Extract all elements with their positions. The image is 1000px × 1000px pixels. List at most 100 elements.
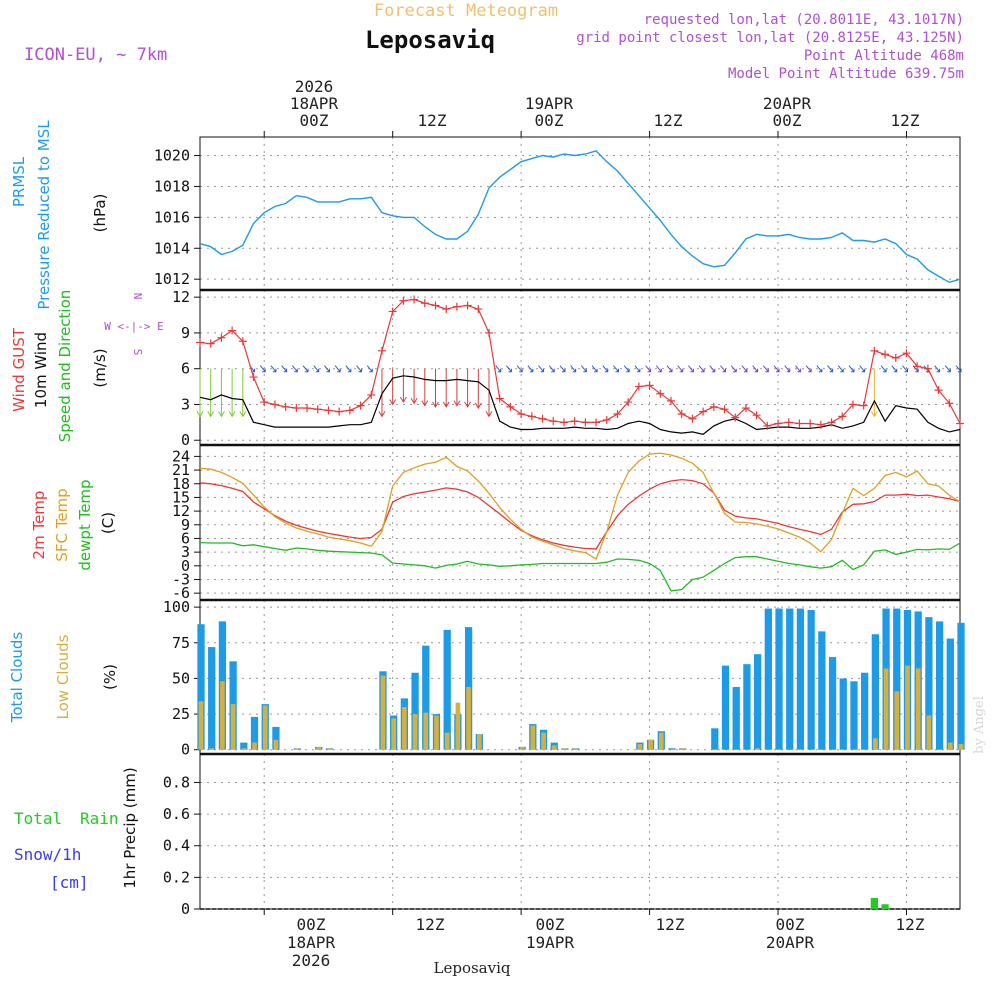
- gust-point: [196, 338, 204, 347]
- gust-point: [763, 421, 772, 430]
- low-clouds-bar: [926, 715, 932, 750]
- point-altitude: Point Altitude 468m: [804, 48, 964, 64]
- gust-point: [549, 417, 558, 426]
- wind-direction-arrowhead: [453, 400, 461, 407]
- gust-point: [666, 396, 675, 405]
- requested-coords: requested lon,lat (20.8011E, 43.1017N): [644, 12, 964, 28]
- footer-location: Leposaviq: [434, 959, 511, 977]
- wind-direction-arrowhead: [217, 411, 225, 418]
- y-tick-label: 12: [172, 502, 190, 520]
- gust-point: [292, 404, 301, 413]
- wind-direction-arrowhead: [207, 411, 215, 418]
- low-clouds-bar: [316, 746, 322, 750]
- gust-point: [270, 400, 279, 409]
- wind-direction-arrowhead: [474, 402, 482, 410]
- gust-point: [517, 410, 526, 418]
- low-clouds-bar: [658, 732, 664, 750]
- gust-point: [495, 394, 504, 403]
- pressure-label: Pressure Reduced to MSL: [35, 120, 53, 310]
- wind-direction-arrowhead: [870, 411, 878, 418]
- clouds-unit: (%): [101, 664, 119, 690]
- total-clouds-bar: [422, 645, 430, 750]
- low-clouds-bar: [380, 675, 386, 750]
- wind-direction-arrow: [795, 365, 801, 373]
- wind-direction-label: Speed and Direction: [56, 290, 74, 443]
- low-clouds-bar: [519, 746, 525, 750]
- total-clouds-bar: [250, 716, 259, 750]
- top-tick-label: 12Z: [418, 111, 447, 130]
- total-clouds-label: Total Clouds: [8, 632, 26, 724]
- temp-2m-label: 2m Temp: [30, 491, 48, 560]
- total-clouds-bar: [871, 634, 880, 750]
- wind-direction-arrow: [891, 365, 898, 373]
- panel-frame: [199, 444, 961, 601]
- compass-south: S: [131, 349, 144, 356]
- low-clouds-bar: [295, 748, 300, 750]
- pressure-label: PRMSL: [10, 156, 28, 207]
- gust-point: [656, 389, 665, 398]
- bottom-tick-label: 12Z: [896, 915, 925, 934]
- low-clouds-bar: [637, 744, 643, 750]
- wind-direction-arrow: [613, 365, 619, 373]
- low-clouds-bar: [648, 739, 653, 750]
- gust-point: [442, 305, 451, 314]
- top-tick-label: 00Z: [535, 111, 564, 130]
- bottom-tick-label: 00Z: [536, 915, 565, 934]
- gust-point: [324, 406, 333, 415]
- gust-series-line: [199, 298, 961, 427]
- watermark: by Angel: [972, 696, 987, 754]
- gust-point: [249, 373, 258, 382]
- bottom-day-label: 20APR: [766, 933, 815, 952]
- y-tick-label: 50: [172, 669, 190, 687]
- y-tick-label: 0.8: [163, 773, 190, 791]
- y-tick-label: 1018: [154, 177, 190, 195]
- wind-series-line: [199, 375, 961, 435]
- rain-bar: [870, 897, 879, 909]
- gust-point: [217, 333, 226, 342]
- gust-point: [816, 420, 825, 429]
- low-clouds-bar: [434, 715, 439, 750]
- gust-point: [377, 346, 386, 355]
- total-clouds-bar: [721, 665, 730, 750]
- wind-direction-arrow: [313, 365, 320, 373]
- wind-direction-arrow: [548, 365, 555, 373]
- location-title: Leposaviq: [365, 26, 495, 54]
- wind-direction-arrowhead: [196, 411, 204, 418]
- top-year-label: 2026: [295, 77, 334, 96]
- gust-point: [795, 419, 804, 428]
- y-tick-label: 21: [172, 461, 190, 479]
- gust-point: [260, 398, 269, 407]
- gust-point: [731, 413, 740, 422]
- total-clouds-bar: [935, 621, 944, 750]
- dewpoint-label: dewpt Temp: [76, 479, 94, 570]
- gust-point: [313, 405, 322, 414]
- wind-direction-arrowhead: [432, 401, 439, 408]
- chart-supertitle: Forecast Meteogram: [374, 1, 558, 21]
- gust-point: [559, 418, 568, 427]
- wind-label: 10m Wind: [32, 332, 50, 408]
- total-clouds-bar: [786, 608, 794, 750]
- wind-direction-arrow: [944, 365, 951, 373]
- gust-point: [506, 402, 515, 411]
- low-clouds-bar: [273, 739, 279, 750]
- wind-direction-arrow: [666, 365, 673, 373]
- gust-point: [335, 407, 344, 416]
- wind-direction-arrowhead: [410, 398, 418, 405]
- y-tick-label: -3: [172, 570, 190, 588]
- wind-direction-arrow: [516, 365, 523, 373]
- wind-direction-arrow: [259, 365, 266, 373]
- wind-direction-arrowhead: [485, 411, 493, 418]
- total-clouds-bar: [732, 686, 740, 750]
- low-clouds-bar: [915, 668, 921, 750]
- gust-point: [645, 381, 654, 390]
- dewpoint-series-line: [199, 541, 961, 592]
- snow-unit-label: [cm]: [50, 873, 89, 892]
- total-clouds-bar: [411, 672, 419, 750]
- y-tick-label: 0.2: [163, 868, 190, 886]
- total-clouds-bar: [764, 608, 772, 750]
- wind-direction-arrow: [720, 365, 727, 373]
- gust-point: [410, 295, 419, 304]
- temp-2m-series-line: [199, 478, 961, 550]
- y-tick-label: 1012: [154, 270, 190, 288]
- total-clouds-bar: [443, 629, 451, 750]
